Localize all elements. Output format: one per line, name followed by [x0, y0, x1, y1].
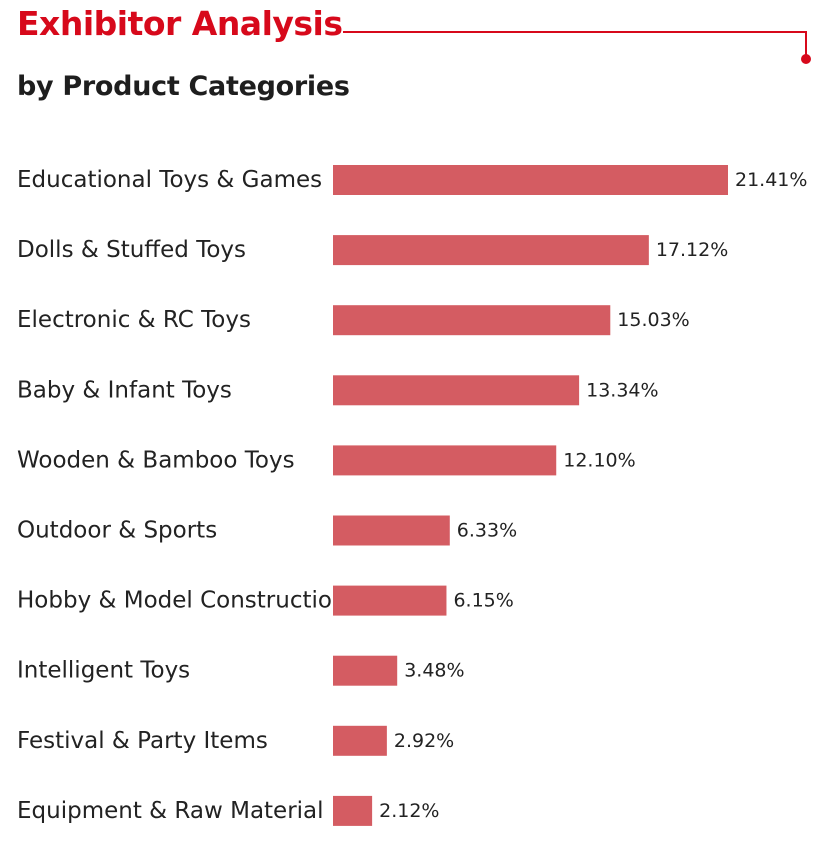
value-label: 3.48%	[404, 660, 464, 682]
page-subtitle: by Product Categories	[17, 71, 350, 102]
value-label: 2.12%	[379, 800, 439, 822]
value-label: 6.33%	[457, 520, 517, 542]
bar	[333, 515, 450, 546]
category-label: Hobby & Model Construction	[17, 588, 347, 614]
bar	[333, 165, 728, 195]
bar	[333, 375, 580, 406]
category-label: Dolls & Stuffed Toys	[17, 237, 246, 263]
bar	[333, 655, 398, 686]
value-label: 21.41%	[735, 169, 807, 191]
title-decoration-line	[343, 31, 811, 64]
category-label: Festival & Party Items	[17, 728, 268, 754]
value-label: 6.15%	[453, 590, 513, 612]
bar	[333, 795, 373, 826]
bar	[333, 585, 447, 616]
value-label: 13.34%	[586, 379, 658, 401]
category-label: Wooden & Bamboo Toys	[17, 447, 295, 473]
value-label: 12.10%	[563, 449, 635, 471]
category-label: Baby & Infant Toys	[17, 377, 232, 403]
category-label: Outdoor & Sports	[17, 518, 217, 544]
bar	[333, 725, 387, 756]
category-label: Equipment & Raw Material	[17, 798, 324, 824]
category-label: Educational Toys & Games	[17, 167, 322, 193]
page-title: Exhibitor Analysis	[17, 4, 343, 43]
bar	[333, 305, 611, 336]
title-rule-line	[343, 31, 807, 55]
bar	[333, 445, 557, 476]
category-label: Electronic & RC Toys	[17, 307, 251, 333]
value-label: 2.92%	[394, 730, 454, 752]
value-label: 15.03%	[617, 309, 689, 331]
value-label: 17.12%	[656, 239, 728, 261]
category-label: Intelligent Toys	[17, 658, 190, 684]
title-rule-dot	[801, 54, 811, 64]
bar	[333, 235, 649, 266]
